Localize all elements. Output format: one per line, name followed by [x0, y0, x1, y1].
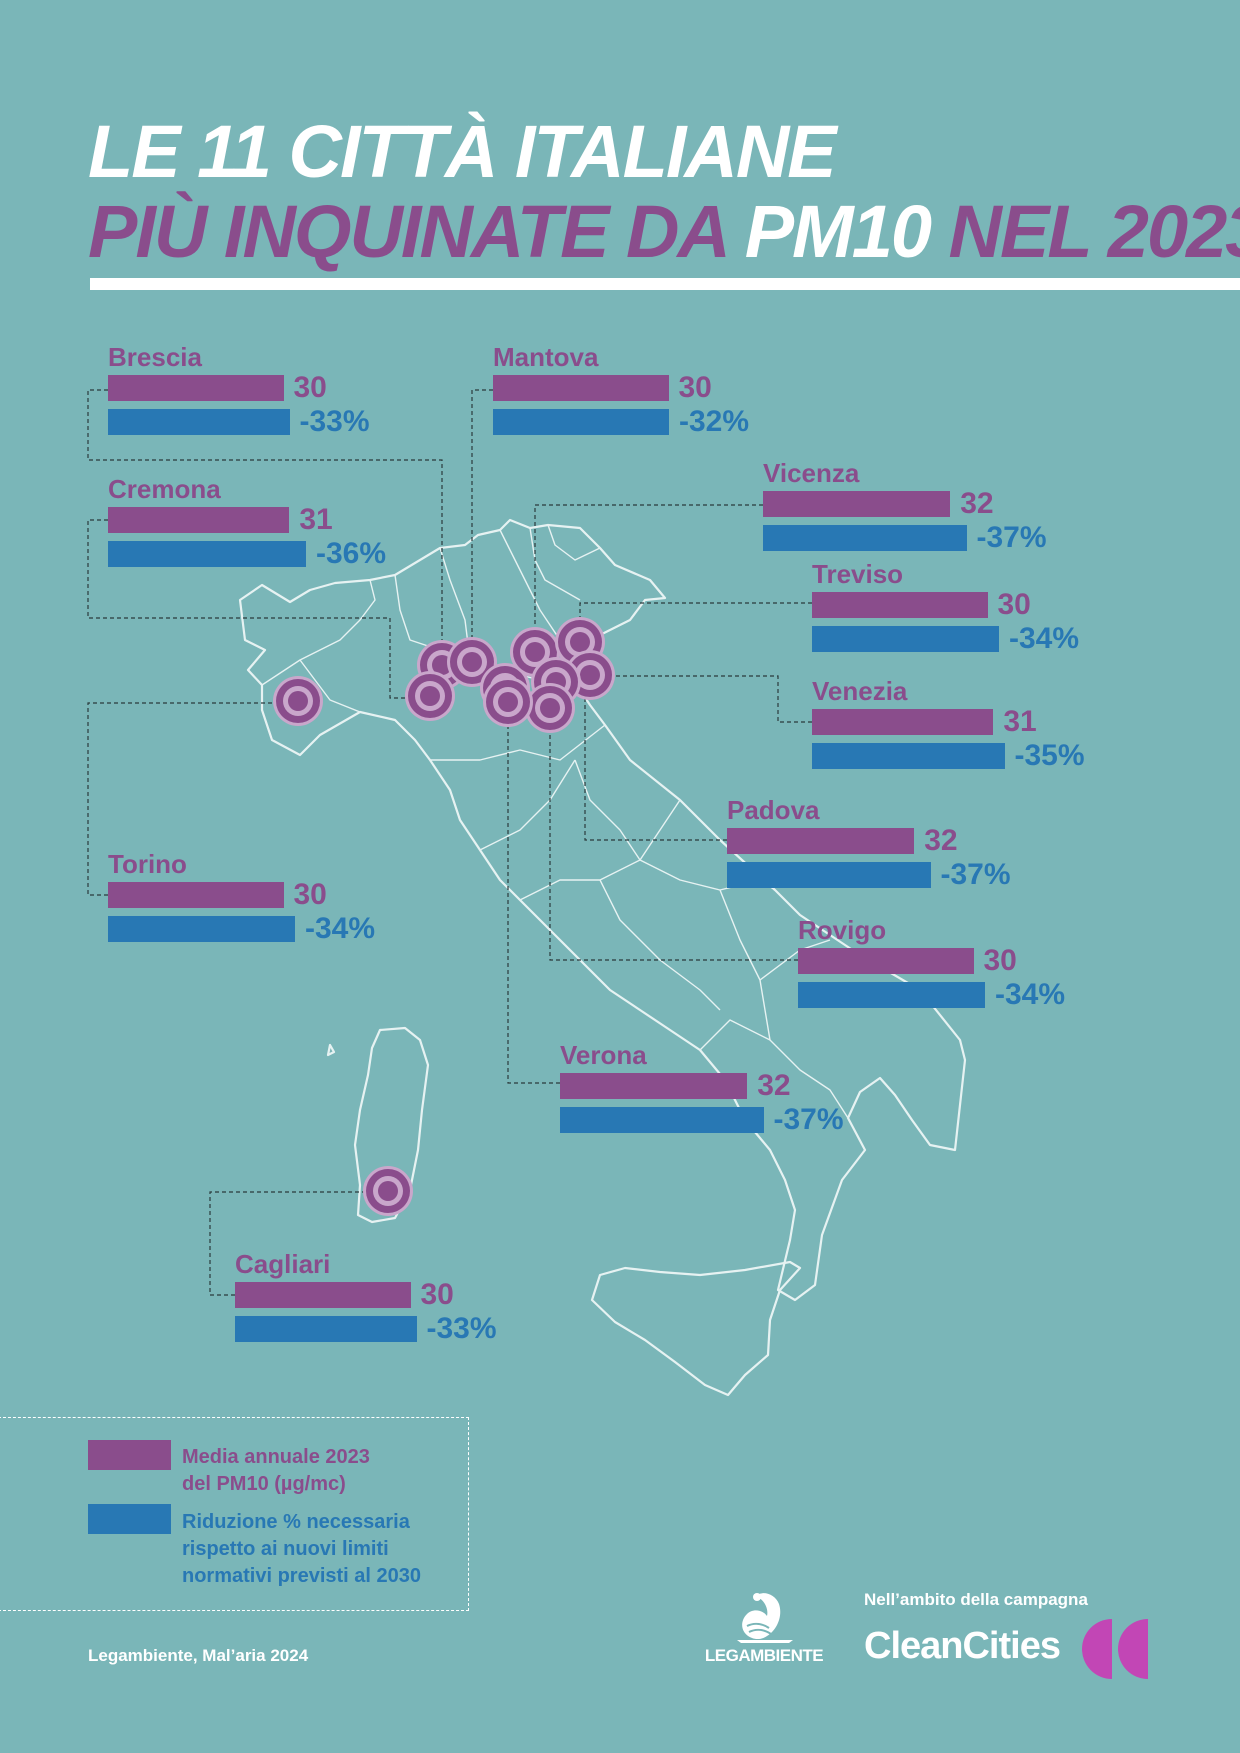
pm10-value: 31: [1003, 705, 1037, 738]
ring-marker-icon: [363, 1166, 413, 1216]
city-label: Vicenza: [763, 458, 860, 488]
pm10-value: 30: [678, 371, 712, 404]
title-block: LE 11 CITTÀ ITALIANE PIÙ INQUINATE DA PM…: [88, 112, 1240, 272]
double-arc-logo-icon: [1082, 1619, 1148, 1679]
pm10-value: 30: [293, 878, 327, 911]
reduction-bar: [108, 541, 306, 567]
reduction-value: -32%: [679, 405, 750, 438]
reduction-bar: [727, 862, 931, 888]
title-divider: [90, 278, 1240, 290]
reduction-bar: [560, 1107, 764, 1133]
reduction-bar: [763, 525, 967, 551]
pm10-bar: [108, 375, 284, 401]
city-label: Brescia: [108, 342, 202, 372]
reduction-bar: [493, 409, 669, 435]
title-line-1: LE 11 CITTÀ ITALIANE: [88, 110, 837, 193]
legend-reduction-line3: normativi previsti al 2030: [182, 1565, 422, 1587]
source-credit: Legambiente, Mal’aria 2024: [88, 1646, 309, 1665]
ring-marker-icon: [273, 676, 323, 726]
legend-reduction-line1: Riduzione % necessaria: [182, 1511, 410, 1533]
city-label: Verona: [560, 1040, 647, 1070]
swan-logo-icon: [737, 1593, 793, 1643]
reduction-bar: [235, 1316, 417, 1342]
title-line-2: PIÙ INQUINATE DA PM10 NEL 2023: [88, 192, 1240, 272]
pm10-bar: [798, 948, 974, 974]
pm10-bar: [108, 507, 290, 533]
reduction-value: -33%: [426, 1312, 497, 1345]
pm10-bar: [812, 592, 988, 618]
reduction-bar: [812, 743, 1005, 769]
city-label: Rovigo: [798, 915, 887, 945]
city-label: Torino: [108, 849, 187, 879]
reduction-value: -33%: [299, 405, 370, 438]
pm10-value: 30: [997, 588, 1031, 621]
cleancities-wordmark: CleanCities: [864, 1625, 1061, 1667]
city-label: Venezia: [812, 676, 908, 706]
legend-swatch-pm10: [88, 1440, 171, 1470]
reduction-value: -37%: [773, 1103, 844, 1136]
legend-pm10-line1: Media annuale 2023: [182, 1446, 370, 1468]
region-borders: [261, 524, 849, 1119]
pm10-bar: [235, 1282, 411, 1308]
legend-swatch-reduction: [88, 1504, 171, 1534]
reduction-value: -34%: [1009, 622, 1080, 655]
legambiente-logo: LEGAMBIENTE: [697, 1588, 831, 1666]
legambiente-wordmark: LEGAMBIENTE: [704, 1646, 824, 1665]
connector-lines: [87, 389, 812, 1296]
legend-text-reduction: Riduzione % necessaria rispetto ai nuovi…: [182, 1509, 472, 1590]
pm10-value: 30: [983, 944, 1017, 977]
pm10-bar: [727, 828, 915, 854]
reduction-value: -34%: [995, 978, 1066, 1011]
reduction-value: -34%: [305, 912, 376, 945]
reduction-bar: [108, 916, 295, 942]
city-markers: [273, 617, 615, 1216]
legend-text-pm10: Media annuale 2023 del PM10 (µg/mc): [182, 1444, 472, 1498]
reduction-value: -36%: [316, 537, 387, 570]
reduction-bar: [108, 409, 290, 435]
reduction-bar: [812, 626, 999, 652]
legend-box: [0, 1417, 469, 1611]
pm10-value: 30: [420, 1278, 454, 1311]
city-label: Mantova: [493, 342, 599, 372]
pm10-value: 31: [299, 503, 333, 536]
city-label: Cremona: [108, 474, 221, 504]
city-label: Treviso: [812, 559, 904, 589]
pm10-value: 32: [960, 487, 994, 520]
ring-marker-icon: [405, 671, 455, 721]
pm10-bar: [560, 1073, 748, 1099]
title-line-2-b: NEL 2023: [930, 190, 1240, 273]
pm10-value: 32: [757, 1069, 791, 1102]
city-label: Cagliari: [235, 1249, 331, 1279]
pm10-value: 32: [924, 824, 958, 857]
reduction-value: -35%: [1014, 739, 1085, 772]
campaign-label: Nell’ambito della campagna: [864, 1590, 1088, 1609]
city-label: Padova: [727, 795, 820, 825]
ring-marker-icon: [483, 677, 533, 727]
reduction-value: -37%: [976, 521, 1047, 554]
pm10-bar: [763, 491, 951, 517]
legend-pm10-line2: del PM10 (µg/mc): [182, 1473, 346, 1495]
pm10-bar: [108, 882, 284, 908]
title-line-2-highlight: PM10: [744, 190, 932, 273]
pm10-bar: [812, 709, 994, 735]
pm10-value: 30: [293, 371, 327, 404]
ring-marker-icon: [525, 683, 575, 733]
pm10-bar: [493, 375, 669, 401]
reduction-value: -37%: [940, 858, 1011, 891]
reduction-bar: [798, 982, 985, 1008]
title-line-2-a: PIÙ INQUINATE DA: [88, 190, 745, 273]
legend-reduction-line2: rispetto ai nuovi limiti: [182, 1538, 389, 1560]
